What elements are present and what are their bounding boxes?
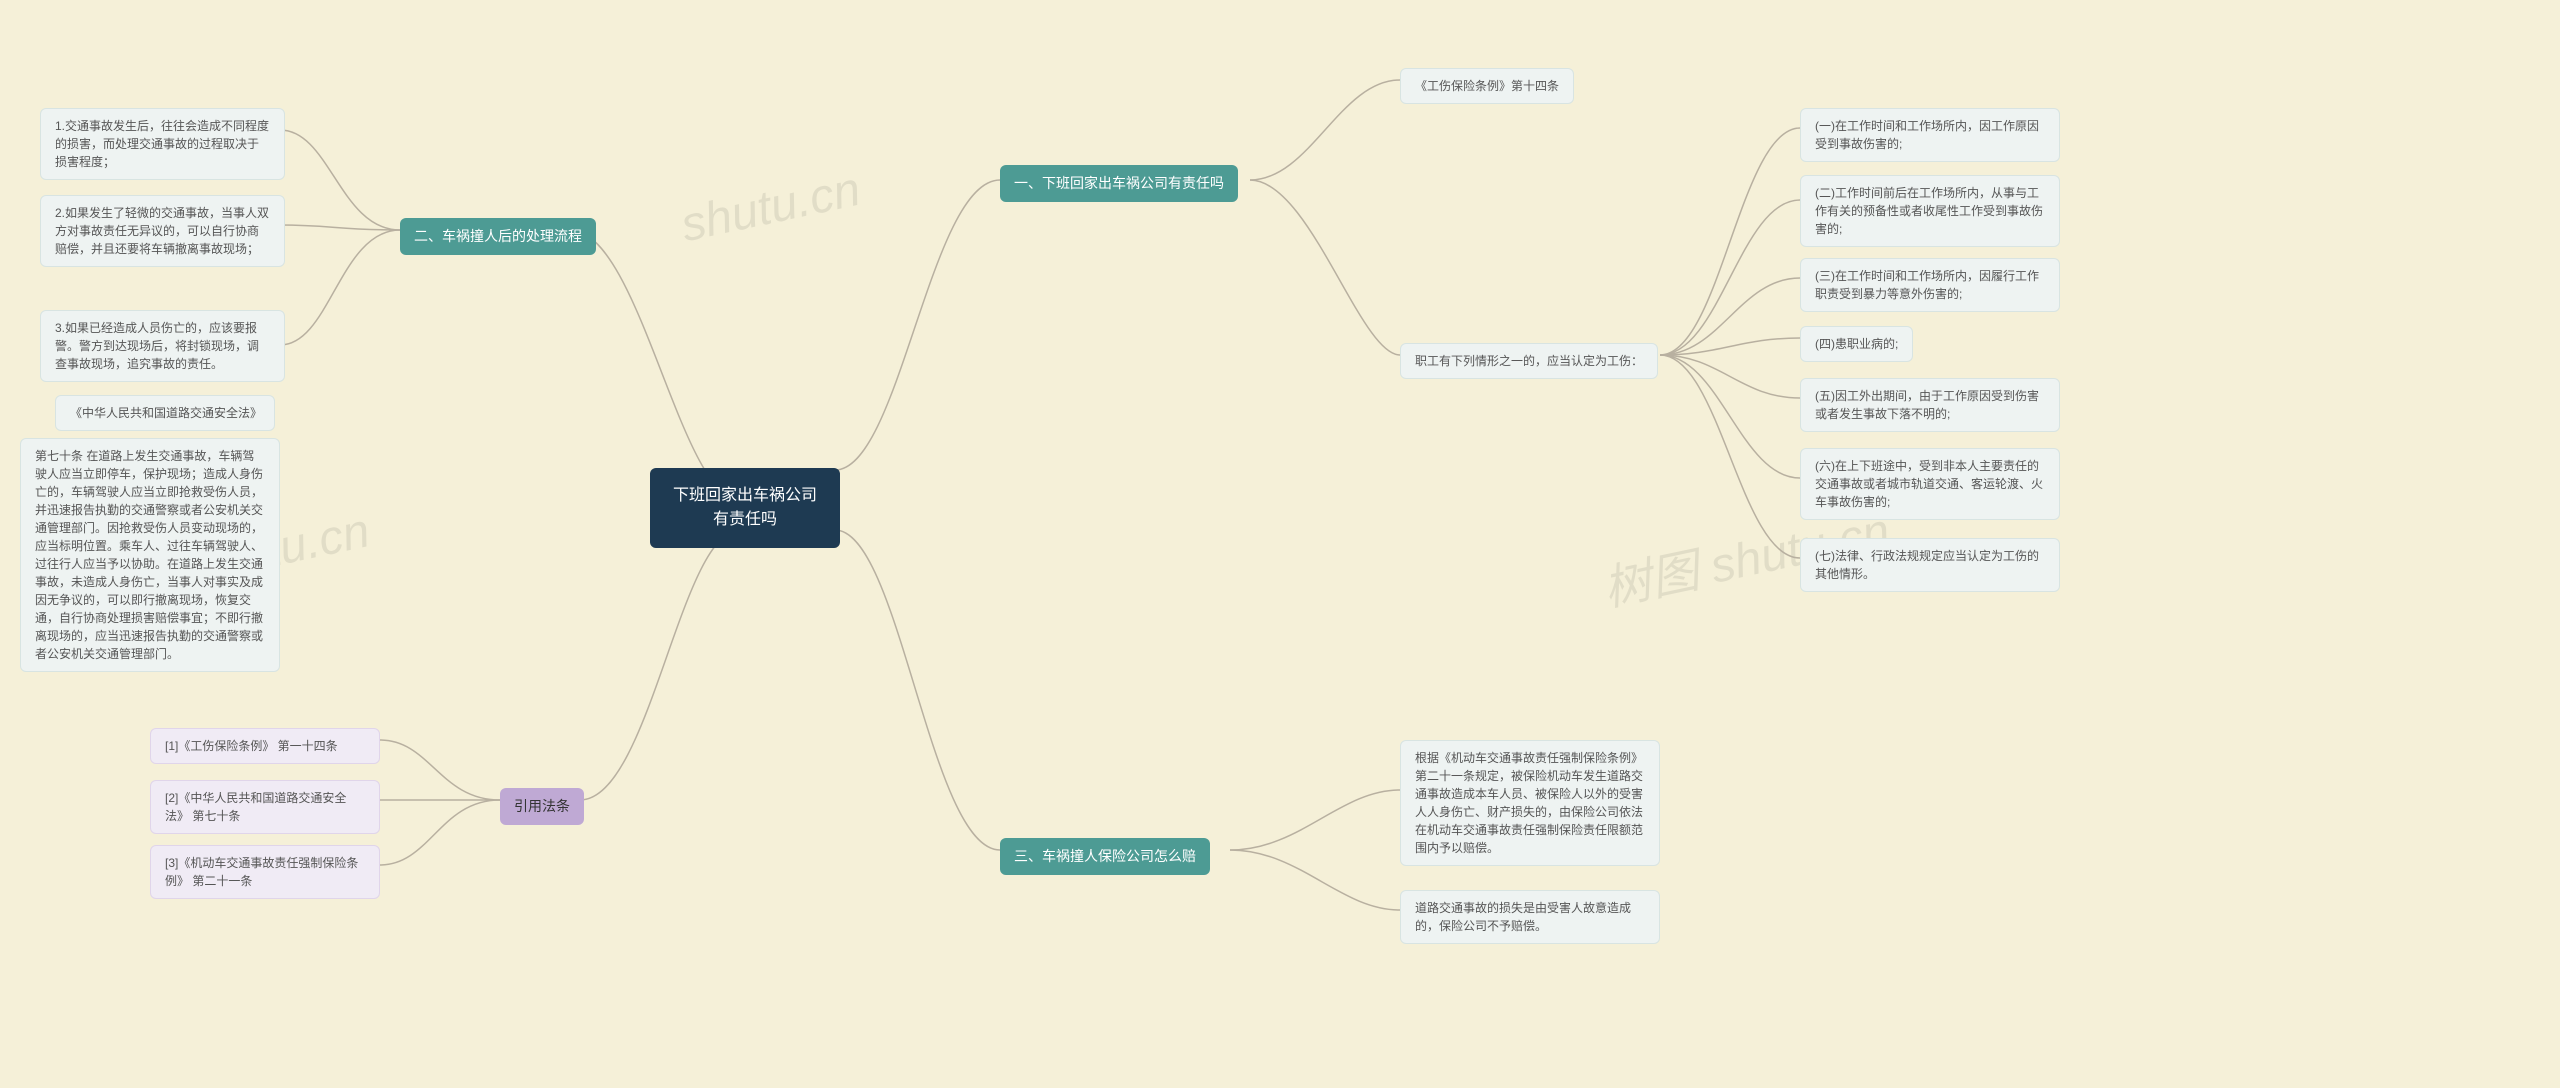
branch-2-law-title: 《中华人民共和国道路交通安全法》: [55, 395, 275, 431]
branch-2-item: 1.交通事故发生后，往往会造成不同程度的损害，而处理交通事故的过程取决于损害程度…: [40, 108, 285, 180]
branch-ref: 引用法条: [500, 788, 584, 825]
branch-2-item: 3.如果已经造成人员伤亡的，应该要报警。警方到达现场后，将封锁现场，调查事故现场…: [40, 310, 285, 382]
connector-layer: [0, 0, 2560, 1088]
branch-3: 三、车祸撞人保险公司怎么赔: [1000, 838, 1210, 875]
branch-1-item: (五)因工外出期间，由于工作原因受到伤害或者发生事故下落不明的;: [1800, 378, 2060, 432]
branch-1-item: (四)患职业病的;: [1800, 326, 1913, 362]
branch-ref-item: [1]《工伤保险条例》 第一十四条: [150, 728, 380, 764]
branch-1-item: (三)在工作时间和工作场所内，因履行工作职责受到暴力等意外伤害的;: [1800, 258, 2060, 312]
branch-1: 一、下班回家出车祸公司有责任吗: [1000, 165, 1238, 202]
branch-2-law-body: 第七十条 在道路上发生交通事故，车辆驾驶人应当立即停车，保护现场；造成人身伤亡的…: [20, 438, 280, 672]
branch-1-child-a: 《工伤保险条例》第十四条: [1400, 68, 1574, 104]
branch-2-item: 2.如果发生了轻微的交通事故，当事人双方对事故责任无异议的，可以自行协商赔偿，并…: [40, 195, 285, 267]
branch-1-item: (六)在上下班途中，受到非本人主要责任的交通事故或者城市轨道交通、客运轮渡、火车…: [1800, 448, 2060, 520]
branch-1-child-b: 职工有下列情形之一的，应当认定为工伤：: [1400, 343, 1658, 379]
branch-1-item: (二)工作时间前后在工作场所内，从事与工作有关的预备性或者收尾性工作受到事故伤害…: [1800, 175, 2060, 247]
watermark: shutu.cn: [676, 162, 865, 254]
branch-1-item: (一)在工作时间和工作场所内，因工作原因受到事故伤害的;: [1800, 108, 2060, 162]
branch-ref-item: [2]《中华人民共和国道路交通安全法》 第七十条: [150, 780, 380, 834]
branch-ref-item: [3]《机动车交通事故责任强制保险条例》 第二十一条: [150, 845, 380, 899]
root-node: 下班回家出车祸公司有责任吗: [650, 468, 840, 548]
branch-3-item: 道路交通事故的损失是由受害人故意造成的，保险公司不予赔偿。: [1400, 890, 1660, 944]
branch-2: 二、车祸撞人后的处理流程: [400, 218, 596, 255]
branch-1-item: (七)法律、行政法规规定应当认定为工伤的其他情形。: [1800, 538, 2060, 592]
branch-3-item: 根据《机动车交通事故责任强制保险条例》第二十一条规定，被保险机动车发生道路交通事…: [1400, 740, 1660, 866]
